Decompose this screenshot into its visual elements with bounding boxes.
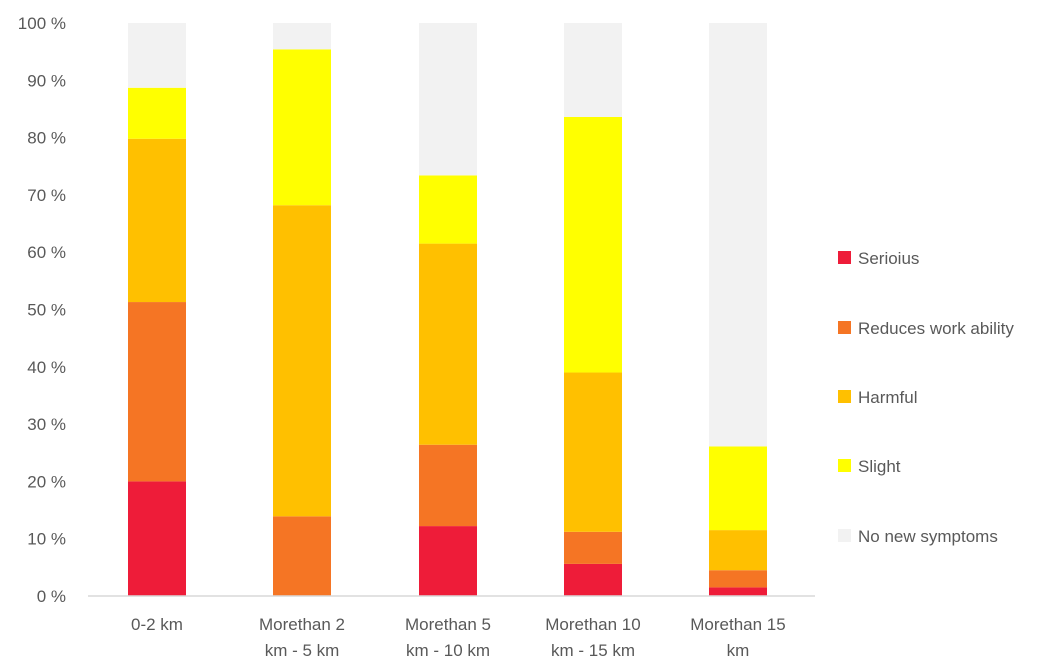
bar-segment-harmful: [128, 138, 186, 303]
bar-segment-slight: [564, 116, 622, 373]
bar-segment-reduces-work-ability: [419, 444, 477, 527]
x-category-label: km - 10 km: [406, 641, 490, 659]
legend-swatch: [838, 321, 851, 334]
y-tick-label: 20 %: [27, 472, 66, 491]
y-axis-ticks: 0 % 10 % 20 % 30 % 40 % 50 % 60 % 70 % 80 % 90 % 1…: [18, 14, 66, 606]
legend-swatch: [838, 251, 851, 264]
legend-label: Serioius: [858, 249, 919, 268]
legend-swatch: [838, 459, 851, 472]
x-category-label: 0-2 km: [131, 615, 183, 634]
y-tick-label: 50 %: [27, 301, 66, 320]
bar-segment-no-new-symptoms: [273, 23, 331, 50]
legend: Serioius Reduces work ability Harmful Sligh…: [838, 249, 1014, 546]
y-tick-label: 60 %: [27, 243, 66, 262]
bar-segment-no-new-symptoms: [419, 23, 477, 176]
y-tick-label: 100 %: [18, 14, 66, 33]
legend-label: No new symptoms: [858, 527, 998, 546]
bar-segment-harmful: [419, 243, 477, 445]
legend-label: Slight: [858, 457, 901, 476]
plot-area: [128, 23, 767, 596]
x-axis-labels: 0-2 km Morethan 2 km - 5 km Morethan 5 km - …: [131, 615, 786, 659]
bar-segment-reduces-work-ability: [709, 570, 767, 588]
x-category-label: km - 5 km: [265, 641, 340, 659]
y-tick-label: 90 %: [27, 71, 66, 90]
bar-segment-serioius: [419, 526, 477, 596]
bar-segment-slight: [709, 446, 767, 531]
bar-segment-harmful: [564, 372, 622, 532]
bar-segment-reduces-work-ability: [564, 531, 622, 564]
y-tick-label: 30 %: [27, 415, 66, 434]
legend-swatch: [838, 390, 851, 403]
y-tick-label: 10 %: [27, 530, 66, 549]
legend-label: Reduces work ability: [858, 319, 1014, 338]
y-tick-label: 0 %: [37, 587, 66, 606]
bar-segment-serioius: [709, 587, 767, 596]
bar-segment-slight: [128, 87, 186, 139]
bar-segment-serioius: [128, 481, 186, 596]
x-category-label: km: [727, 641, 750, 659]
bar-segment-serioius: [564, 563, 622, 596]
x-category-label: Morethan 5: [405, 615, 491, 634]
legend-swatch: [838, 529, 851, 542]
bar-segment-harmful: [709, 530, 767, 571]
bar-segment-harmful: [273, 205, 331, 517]
bar-segment-no-new-symptoms: [564, 23, 622, 117]
x-category-label: km - 15 km: [551, 641, 635, 659]
y-tick-label: 40 %: [27, 358, 66, 377]
x-category-label: Morethan 15: [690, 615, 785, 634]
legend-label: Harmful: [858, 388, 918, 407]
y-tick-label: 80 %: [27, 129, 66, 148]
bar-segment-reduces-work-ability: [128, 302, 186, 482]
bar-segment-slight: [273, 49, 331, 206]
bar-segment-slight: [419, 175, 477, 244]
bar-segment-no-new-symptoms: [709, 23, 767, 447]
bar-segment-no-new-symptoms: [128, 23, 186, 88]
x-category-label: Morethan 2: [259, 615, 345, 634]
bar-segment-reduces-work-ability: [273, 516, 331, 596]
x-category-label: Morethan 10: [545, 615, 640, 634]
y-tick-label: 70 %: [27, 186, 66, 205]
